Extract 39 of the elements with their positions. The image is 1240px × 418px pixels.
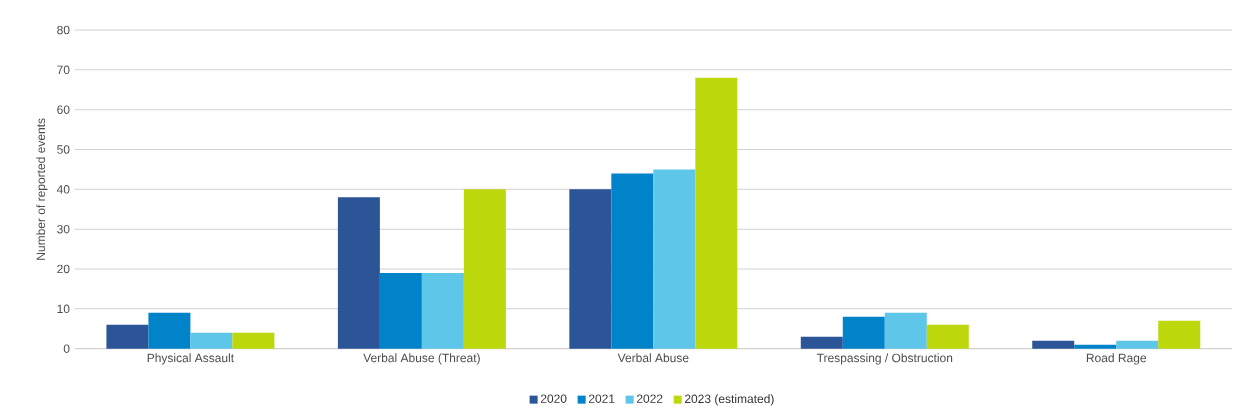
bar — [842, 316, 885, 349]
bar — [106, 324, 149, 349]
bar — [148, 312, 191, 349]
x-tick-label: Trespassing / Obstruction — [816, 353, 953, 365]
x-tick-label: Verbal Abuse — [617, 353, 689, 363]
bar — [379, 272, 422, 349]
bar — [653, 169, 696, 349]
x-tick-label: Road Rage — [1086, 353, 1147, 365]
bar — [569, 189, 612, 349]
y-tick-label: 50 — [57, 145, 70, 154]
bar — [232, 332, 275, 349]
y-tick-label: 80 — [57, 25, 70, 35]
bar — [695, 77, 738, 349]
legend-label: 2023 (estimated) — [684, 394, 774, 406]
y-tick-label: 0 — [63, 344, 70, 353]
legend-label: 2020 — [540, 394, 567, 403]
bar — [190, 332, 233, 349]
bar — [1116, 340, 1159, 349]
y-tick-label: 40 — [56, 185, 70, 194]
bar — [926, 324, 969, 349]
bar — [337, 197, 380, 349]
bar — [463, 189, 506, 349]
y-tick-label: 70 — [57, 65, 70, 75]
legend-label: 2022 — [636, 394, 663, 403]
y-tick-label: 10 — [57, 304, 70, 314]
x-tick-label: Verbal Abuse (Threat) — [363, 353, 480, 365]
bar — [1074, 344, 1117, 349]
bar — [1158, 320, 1201, 349]
bar — [800, 336, 843, 349]
bar — [611, 173, 654, 349]
y-axis-title: Number of reported events — [36, 118, 48, 260]
y-tick-label: 20 — [57, 264, 70, 274]
y-tick-label: 30 — [57, 224, 70, 234]
bar — [884, 312, 927, 349]
x-tick-label: Physical Assault — [147, 353, 234, 365]
y-tick-label: 60 — [57, 105, 70, 114]
bar — [1032, 340, 1075, 349]
legend-label: 2021 — [588, 394, 615, 403]
bar — [421, 272, 464, 349]
